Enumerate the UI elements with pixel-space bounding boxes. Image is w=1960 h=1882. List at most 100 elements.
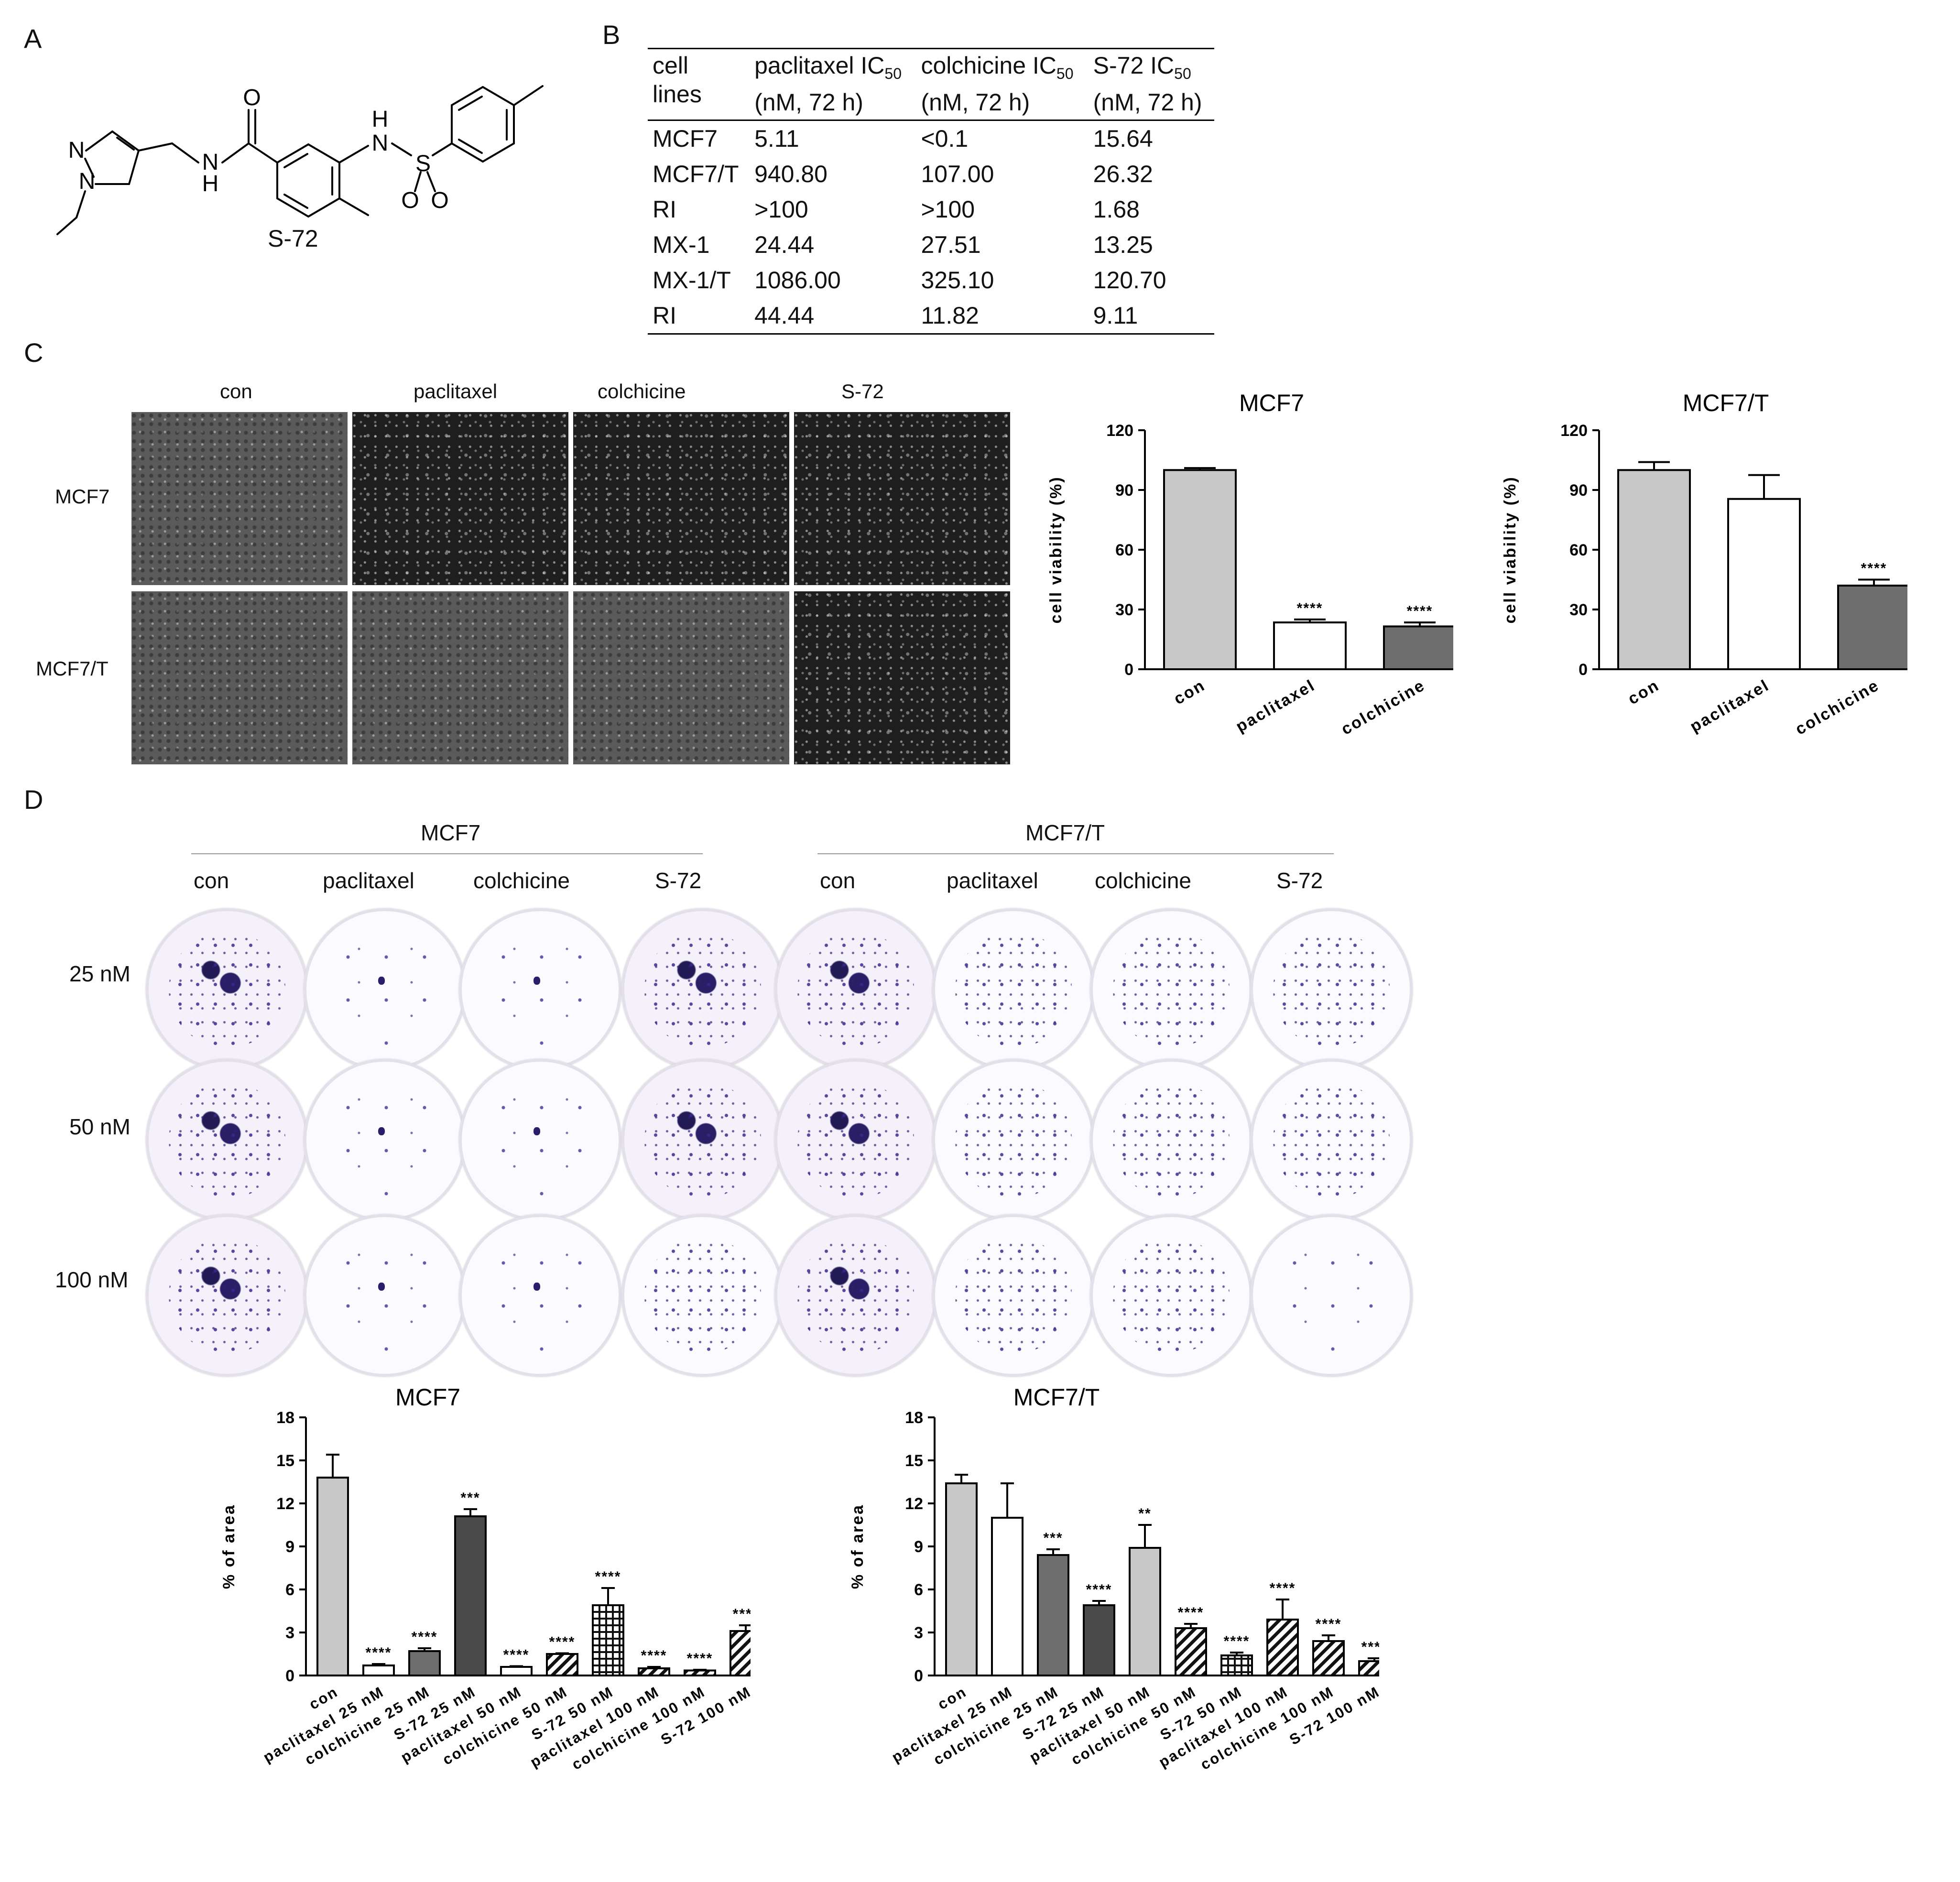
- panel-letter-b: B: [602, 20, 621, 50]
- atom-s: S: [415, 151, 431, 176]
- bar: [1617, 469, 1691, 670]
- colony-plate-image: [1250, 908, 1413, 1071]
- y-axis-label: % of area: [220, 1504, 238, 1589]
- atom-n-sulfonamide: N: [372, 131, 389, 156]
- y-tick-label: 120: [1560, 422, 1588, 440]
- colony-plate-image: [774, 908, 937, 1071]
- colony-plate-image: [932, 908, 1095, 1071]
- y-tick-label: 6: [914, 1581, 923, 1599]
- significance-label: **: [1138, 1506, 1151, 1522]
- category-label: con: [1625, 676, 1663, 708]
- colony-plate-image: [1250, 1214, 1413, 1377]
- y-tick-label: 3: [914, 1624, 923, 1642]
- colony-col-label: paclitaxel: [323, 868, 414, 893]
- compound-name: S-72: [268, 225, 318, 252]
- bar: [1273, 621, 1347, 670]
- micro-col-label-paclitaxel: paclitaxel: [414, 380, 498, 403]
- micro-col-label-con: con: [220, 380, 252, 403]
- colony-plate-image: [304, 1214, 466, 1377]
- colony-plate-image: [304, 1059, 466, 1221]
- bar: [454, 1515, 487, 1676]
- colony-col-label: colchicine: [1095, 868, 1191, 893]
- significance-label: ****: [1361, 1639, 1379, 1655]
- y-tick-label: 18: [905, 1409, 923, 1427]
- micrograph-image: [131, 591, 348, 764]
- atom-o2: O: [431, 188, 448, 213]
- y-tick-label: 0: [914, 1667, 923, 1685]
- significance-label: ****: [412, 1629, 438, 1645]
- y-tick-label: 30: [1115, 601, 1133, 619]
- chart-title: MCF7: [395, 1384, 460, 1411]
- colony-col-label: con: [194, 868, 229, 893]
- significance-label: ****: [1407, 603, 1433, 619]
- significance-label: ****: [1086, 1582, 1112, 1598]
- panel-letter-a: A: [24, 23, 42, 54]
- colony-plate-image: [459, 908, 621, 1071]
- significance-label: ****: [1861, 561, 1887, 577]
- colony-plate-image: [459, 1214, 621, 1377]
- micrograph-image: [794, 591, 1010, 764]
- micrograph-grid: [131, 412, 1011, 766]
- y-tick-label: 30: [1569, 601, 1588, 619]
- atom-h-sulfonamide: H: [372, 107, 389, 132]
- colony-plate-image: [1090, 1059, 1252, 1221]
- category-label: paclitaxel: [1233, 676, 1318, 736]
- bar: [1220, 1654, 1253, 1676]
- colony-dose-label: 100 nM: [55, 1267, 129, 1292]
- micro-col-label-s72: S-72: [841, 380, 884, 403]
- table-row: MCF7 5.11 <0.1 15.64: [653, 125, 1153, 152]
- colony-plate-image: [146, 1214, 308, 1377]
- colony-plate-image: [774, 1214, 937, 1377]
- colony-col-label: colchicine: [473, 868, 570, 893]
- y-tick-label: 18: [276, 1409, 294, 1427]
- bar: [1358, 1660, 1379, 1676]
- header-colchicine: colchicine IC50 (nM, 72 h): [921, 52, 1074, 116]
- significance-label: ****: [595, 1569, 621, 1585]
- bar: [1129, 1547, 1161, 1676]
- table-row: MX-1/T 1086.00 325.10 120.70: [653, 267, 1166, 294]
- y-tick-label: 90: [1569, 481, 1588, 500]
- micrograph-image: [573, 412, 789, 585]
- atom-n2: N: [68, 138, 85, 163]
- category-label: con: [1171, 676, 1209, 708]
- bar: [1037, 1554, 1069, 1676]
- bar: [991, 1517, 1024, 1676]
- category-label: colchicine: [1792, 676, 1883, 739]
- colony-plate-image: [459, 1059, 621, 1221]
- y-axis-label: cell viability (%): [1501, 476, 1519, 623]
- significance-label: ****: [641, 1648, 667, 1664]
- category-label: paclitaxel: [1687, 676, 1773, 736]
- chemical-structure: N N N H O N H S O O: [56, 85, 544, 235]
- colony-plate-image: [621, 1214, 784, 1377]
- significance-label: ****: [1316, 1616, 1342, 1632]
- y-tick-label: 9: [285, 1538, 294, 1556]
- header-cell-lines: cell lines: [653, 52, 702, 108]
- y-tick-label: 90: [1115, 481, 1133, 500]
- significance-label: ****: [733, 1606, 751, 1622]
- micrograph-image: [573, 591, 789, 764]
- atom-o1: O: [401, 188, 419, 213]
- micrograph-image: [794, 412, 1010, 585]
- bar: [638, 1667, 670, 1676]
- chart-viability-mcf7t: MCF7/T cell viability (%) 0 30 60 90 120 con pac…: [1501, 390, 1907, 739]
- bar: [1312, 1640, 1345, 1676]
- category-label: colchicine: [1338, 676, 1428, 739]
- bar: [1727, 498, 1801, 670]
- y-tick-label: 0: [1124, 661, 1133, 679]
- colony-plate-image: [932, 1059, 1095, 1221]
- colony-group-label-mcf7: MCF7: [421, 820, 481, 845]
- colony-plate-image: [621, 1059, 784, 1221]
- y-tick-label: 9: [914, 1538, 923, 1556]
- colony-plate-image: [146, 1059, 308, 1221]
- micrograph-image: [131, 412, 348, 585]
- bar: [1266, 1619, 1299, 1676]
- table-row: MX-1 24.44 27.51 13.25: [653, 231, 1153, 258]
- significance-label: ****: [503, 1647, 530, 1663]
- atom-o-carbonyl: O: [243, 85, 261, 110]
- colony-plate-image: [774, 1059, 937, 1221]
- y-tick-label: 12: [905, 1495, 923, 1513]
- colony-col-label: con: [820, 868, 856, 893]
- micro-col-label-colchicine: colchicine: [598, 380, 686, 403]
- bar: [316, 1477, 349, 1676]
- colony-plate-image: [1250, 1059, 1413, 1221]
